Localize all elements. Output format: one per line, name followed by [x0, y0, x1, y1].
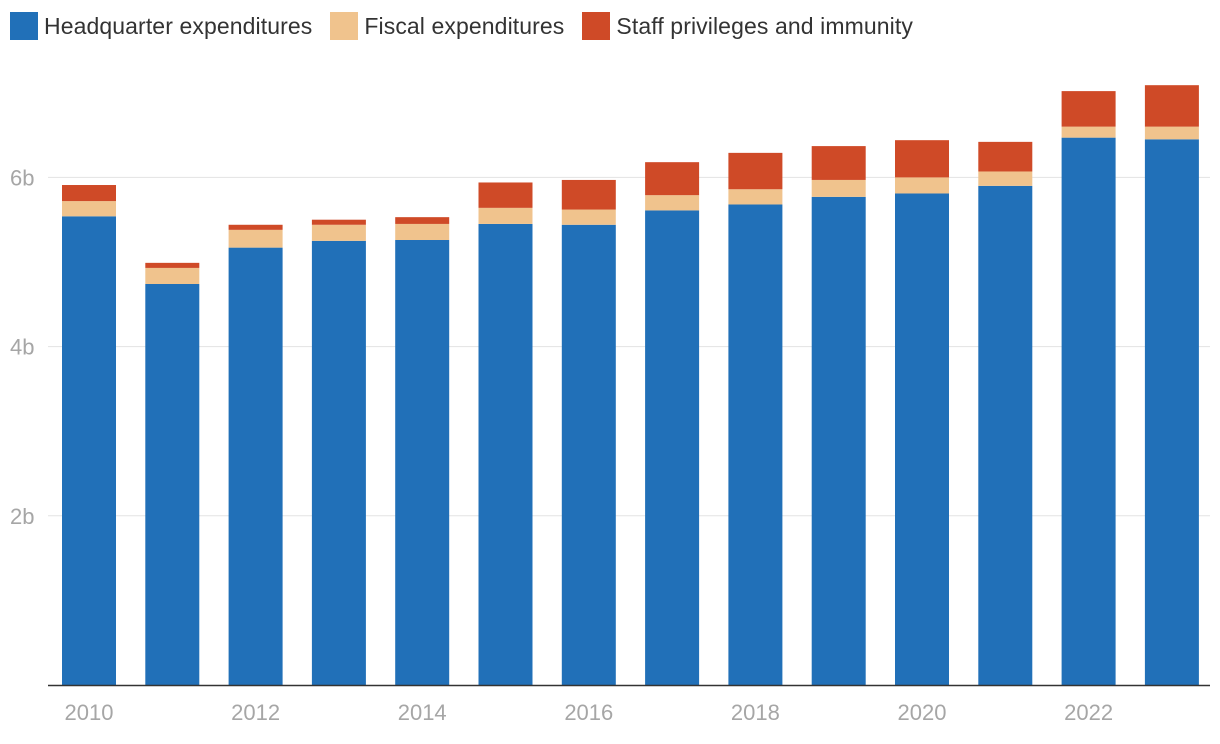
legend-item-staff: Staff privileges and immunity	[582, 12, 913, 40]
x-tick-label-2014: 2014	[398, 700, 447, 725]
bar-2021-series-1	[978, 171, 1033, 186]
bar-2023-series-1	[1144, 126, 1199, 140]
bar-2015-series-2	[478, 182, 533, 208]
bar-2011-series-2	[145, 262, 200, 268]
y-tick-label-2b: 2b	[10, 504, 34, 529]
bar-2022-series-1	[1061, 126, 1116, 138]
bar-2019-series-0	[811, 196, 866, 685]
legend-label-staff: Staff privileges and immunity	[616, 12, 913, 39]
bar-2012-series-2	[228, 224, 283, 230]
legend-swatch-fiscal	[330, 12, 359, 40]
legend-label-fiscal: Fiscal expenditures	[364, 12, 565, 39]
bar-2012-series-0	[228, 247, 283, 686]
bar-2010-series-1	[62, 201, 116, 217]
bar-2021-series-0	[978, 185, 1033, 686]
bar-2022-series-2	[1061, 91, 1116, 127]
legend-label-headquarter: Headquarter expenditures	[44, 12, 313, 39]
bar-2020-series-2	[895, 140, 949, 178]
bar-2013-series-1	[311, 224, 366, 241]
bar-2020-series-1	[895, 177, 949, 194]
chart-legend: Headquarter expenditures Fiscal expendit…	[10, 12, 913, 40]
y-tick-label-6b: 6b	[10, 165, 34, 190]
bar-2018-series-1	[728, 189, 783, 205]
bar-2010-series-0	[62, 216, 116, 686]
bar-2023-series-0	[1144, 139, 1199, 685]
bar-2013-series-2	[311, 219, 366, 225]
bar-2019-series-1	[811, 179, 866, 197]
bar-2014-series-0	[395, 240, 450, 685]
bar-2016-series-1	[561, 209, 616, 225]
bar-2010-series-2	[62, 185, 116, 202]
x-tick-label-2020: 2020	[898, 700, 947, 725]
bar-2018-series-0	[728, 204, 783, 686]
bar-2021-series-2	[978, 141, 1033, 172]
bar-2017-series-1	[645, 195, 700, 211]
legend-swatch-staff	[582, 12, 611, 40]
x-tick-label-2022: 2022	[1064, 700, 1113, 725]
bar-2019-series-2	[811, 146, 866, 180]
bar-2015-series-1	[478, 207, 533, 224]
legend-item-headquarter: Headquarter expenditures	[10, 12, 312, 40]
bar-2020-series-0	[895, 193, 949, 685]
x-tick-label-2018: 2018	[731, 700, 780, 725]
x-tick-label-2016: 2016	[564, 700, 613, 725]
bar-2023-series-2	[1144, 85, 1199, 127]
bar-2018-series-2	[728, 152, 783, 190]
y-tick-label-4b: 4b	[10, 335, 34, 360]
x-tick-label-2012: 2012	[231, 700, 280, 725]
bar-2011-series-1	[145, 267, 200, 284]
bar-2017-series-2	[645, 162, 700, 196]
legend-item-fiscal: Fiscal expenditures	[330, 12, 564, 40]
bar-2016-series-2	[561, 179, 616, 210]
legend-swatch-headquarter	[10, 12, 38, 40]
bar-2012-series-1	[228, 229, 283, 248]
bar-2013-series-0	[311, 240, 366, 685]
bar-2014-series-2	[395, 217, 450, 224]
bar-2017-series-0	[645, 210, 700, 686]
bar-2016-series-0	[561, 224, 616, 685]
bar-2014-series-1	[395, 223, 450, 241]
x-tick-label-2010: 2010	[65, 700, 114, 725]
bar-2011-series-0	[145, 283, 200, 685]
bar-2015-series-0	[478, 223, 533, 685]
bar-2022-series-0	[1061, 137, 1116, 685]
